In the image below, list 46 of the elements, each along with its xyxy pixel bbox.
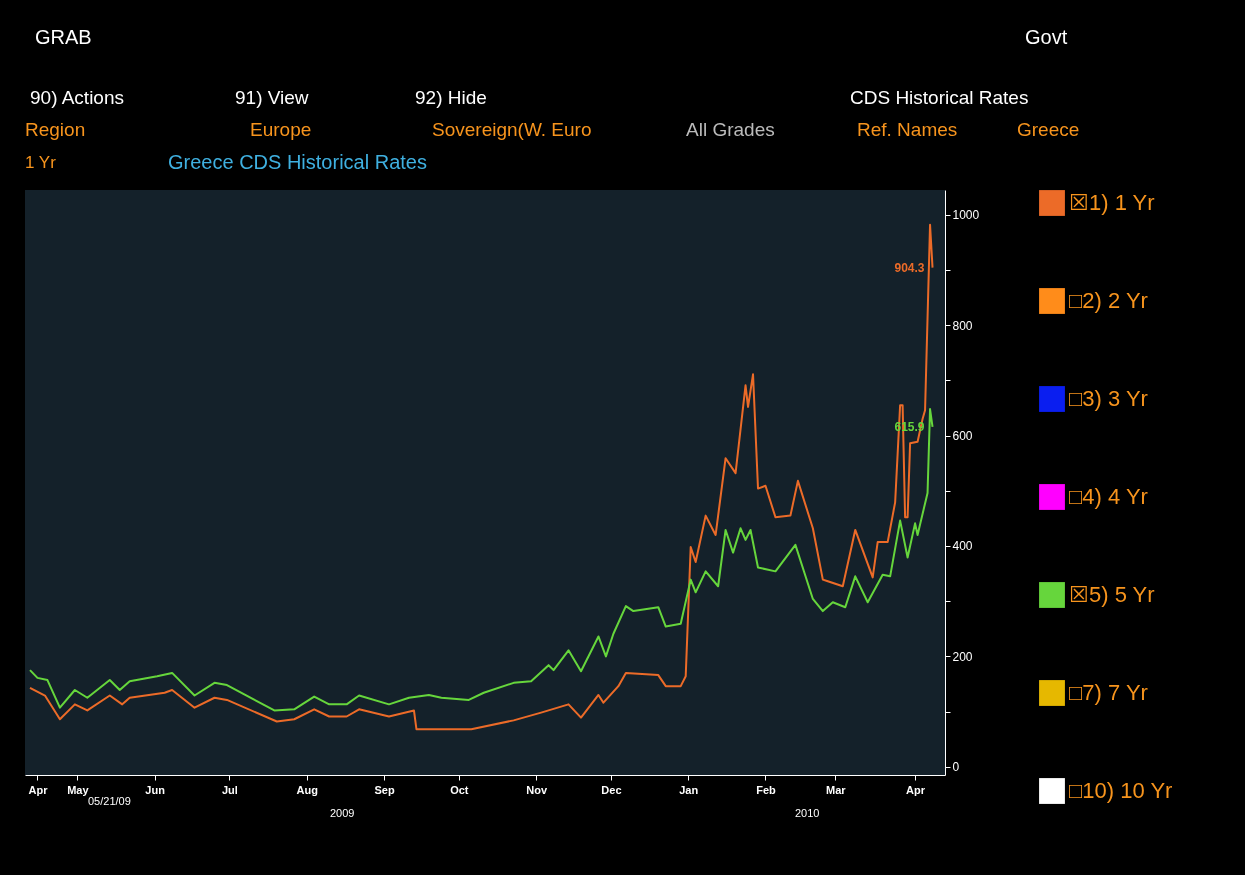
y-tick-label: 200 [952,649,973,664]
x-tick-label: Mar [826,783,847,796]
legend-label: ☒5) 5 Yr [1069,582,1155,607]
y-tick-label: 400 [952,539,973,554]
x-tick-label: Nov [526,783,548,796]
text: 92) Hide [415,87,487,108]
text: 90) Actions [30,87,124,108]
text: Europe [250,119,312,140]
x-tick-label: Jun [145,783,166,796]
text: All Grades [686,119,775,140]
text: 1 Yr [25,153,57,172]
chart-title: Greece CDS Historical Rates [168,151,427,173]
text: Sovereign(W. Euro [432,119,592,140]
y-tick-label: 800 [952,318,973,333]
x-tick-label: Jan [679,783,699,796]
legend-label: □2) 2 Yr [1069,288,1148,313]
text: CDS Historical Rates [850,87,1029,108]
x-tick-label: Aug [296,783,318,796]
x-tick-label: Feb [756,783,777,796]
legend-label: □4) 4 Yr [1069,484,1148,509]
legend-label: ☒1) 1 Yr [1069,190,1155,215]
text: Region [25,119,86,140]
x-tick-label: Jul [221,783,238,796]
legend-label: □3) 3 Yr [1069,386,1148,411]
line-series [28,408,934,712]
text: Greece [1017,119,1080,140]
text: 05/21/09 [88,795,131,807]
y-tick-label: 1000 [952,208,980,223]
legend-label: □10) 10 Yr [1069,778,1173,803]
legend-label: □7) 7 Yr [1069,680,1148,705]
text: 2010 [795,807,820,819]
text: 91) View [235,87,309,108]
text: Govt [1025,26,1068,48]
text: Ref. Names [857,119,958,140]
x-tick-label: May [67,783,90,796]
x-tick-label: Oct [450,783,469,796]
y-tick-label: 0 [952,760,960,775]
text: GRAB [35,26,92,48]
x-tick-label: Sep [374,783,395,796]
text: 2009 [330,807,355,819]
x-tick-label: Apr [906,783,926,796]
x-tick-label: Apr [28,783,49,796]
y-tick-label: 600 [952,429,973,444]
line-series [28,223,934,731]
x-tick-label: Dec [601,783,622,796]
data-label: 904.3 [894,260,925,275]
